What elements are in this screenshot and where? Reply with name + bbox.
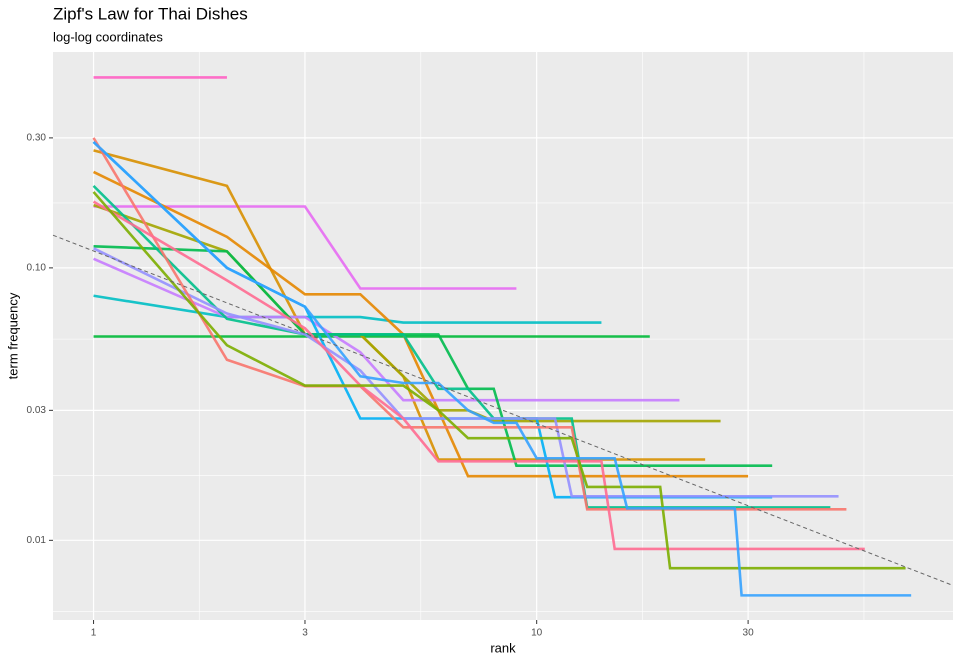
series-line [92, 247, 839, 498]
chart-subtitle: log-log coordinates [53, 29, 163, 44]
series-line [93, 245, 773, 467]
y-tick-label: 0.10 [27, 263, 47, 274]
x-tick-label: 1 [91, 628, 97, 639]
series-line [93, 257, 680, 402]
series-line [92, 191, 906, 570]
y-axis-label: term frequency [5, 292, 20, 379]
y-tick-label: 0.01 [27, 535, 47, 546]
x-axis-label: rank [490, 640, 516, 655]
series-line [93, 205, 517, 290]
series-line [92, 140, 912, 597]
y-tick-label: 0.03 [27, 405, 47, 416]
x-tick-label: 30 [743, 628, 755, 639]
x-tick-label: 10 [531, 628, 543, 639]
series-line [92, 200, 865, 551]
y-tick-label: 0.30 [27, 133, 47, 144]
chart-title: Zipf's Law for Thai Dishes [53, 4, 248, 23]
series-line [92, 170, 749, 478]
x-tick-label: 3 [302, 628, 308, 639]
